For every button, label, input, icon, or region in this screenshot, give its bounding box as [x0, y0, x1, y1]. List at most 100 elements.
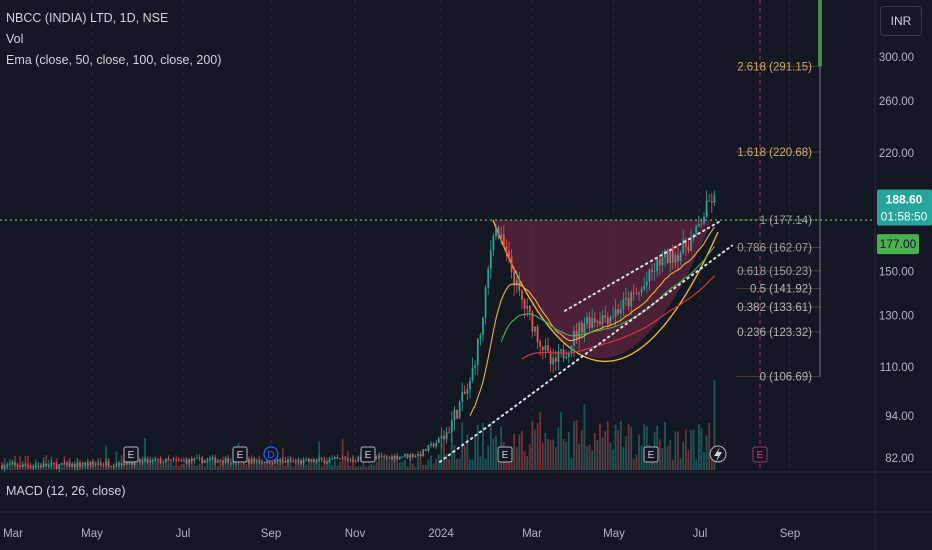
fib-label-0: 2.618 (291.15) — [737, 61, 812, 73]
candle-body — [697, 224, 700, 227]
earnings-icon — [123, 446, 139, 463]
event-marker-2[interactable]: D — [263, 446, 279, 462]
candle-body — [16, 464, 19, 467]
candle-body — [177, 459, 180, 461]
fib-label-5: 0.5 (141.92) — [750, 283, 812, 295]
volume-bar — [164, 462, 167, 470]
volume-bar — [206, 458, 209, 470]
volume-bar — [567, 432, 570, 470]
volume-bar — [591, 450, 594, 470]
earnings-icon — [643, 446, 659, 463]
volume-bar — [638, 434, 640, 470]
volume-bar — [466, 434, 469, 470]
candle-body — [55, 464, 58, 469]
candle-body — [84, 463, 87, 466]
candle-body — [29, 466, 32, 468]
x-tick-1: May — [81, 528, 103, 540]
volume-bar — [471, 459, 474, 470]
volume-bar — [632, 459, 635, 470]
candle-body — [214, 457, 217, 463]
candle-body — [34, 465, 37, 467]
candle-body — [357, 457, 360, 462]
event-marker-5[interactable]: E — [643, 446, 659, 463]
volume-bar — [60, 466, 63, 470]
candle-body — [229, 462, 232, 464]
candle-body — [105, 461, 107, 466]
candle-body — [118, 463, 120, 465]
candle-body — [518, 279, 521, 291]
volume-label[interactable]: Vol — [6, 32, 24, 46]
candle-body — [331, 458, 334, 460]
candle-body — [682, 239, 685, 253]
fib-levels: 2.618 (291.15) 1.618 (220.68) 1 (177.14) 0.… — [736, 0, 821, 384]
candle-body — [305, 458, 308, 460]
candle-body — [1, 465, 3, 469]
volume-bar — [437, 454, 440, 470]
candle-body — [209, 458, 211, 460]
candle-body — [430, 443, 432, 446]
volume-bar — [495, 435, 497, 470]
price-axis[interactable]: 300.00 260.00 220.00 150.00 130.00 110.00 94.0… — [879, 52, 914, 465]
candle-body — [710, 201, 713, 203]
volume-bar — [406, 466, 409, 470]
volume-bar — [508, 455, 510, 470]
volume-bar — [630, 427, 633, 470]
candle-body — [651, 269, 653, 273]
candle-body — [552, 357, 555, 365]
candle-body — [198, 457, 201, 459]
volume-bar — [115, 451, 118, 470]
volume-bar — [380, 455, 383, 470]
volume-bar — [463, 445, 466, 470]
volume-bar — [310, 459, 313, 470]
cup-curve — [492, 219, 719, 363]
fib-label-3: 0.786 (162.07) — [737, 242, 812, 254]
candle-body — [144, 458, 146, 461]
candle-body — [541, 346, 544, 351]
candle-body — [482, 317, 484, 335]
event-marker-3[interactable]: E — [360, 446, 376, 463]
candle-body — [497, 227, 500, 238]
x-tick-4: Nov — [345, 528, 366, 540]
volume-bar — [261, 459, 263, 470]
volume-bar — [367, 465, 370, 470]
candle-body — [102, 464, 105, 466]
volume-bar — [393, 456, 396, 470]
candle-body — [653, 271, 656, 273]
candle-body — [263, 461, 266, 463]
volume-bar — [45, 455, 48, 470]
volume-bar — [53, 464, 55, 470]
event-marker-1[interactable]: E — [232, 446, 248, 463]
macd-label[interactable]: MACD (12, 26, close) — [6, 484, 126, 498]
volume-bar — [227, 459, 230, 470]
candle-body — [573, 330, 575, 346]
event-marker-6[interactable]: E — [752, 446, 768, 463]
candle-body — [388, 456, 391, 458]
volume-bar — [658, 439, 661, 470]
volume-bar — [331, 464, 334, 470]
event-marker-0[interactable]: E — [123, 446, 139, 463]
volume-bar — [671, 459, 674, 470]
volume-bar — [385, 458, 388, 470]
currency-button[interactable]: INR — [880, 6, 922, 36]
volume-bar — [562, 438, 565, 470]
symbol-title[interactable]: NBCC (INDIA) LTD, 1D, NSE — [6, 11, 169, 25]
volume-bar — [541, 443, 544, 470]
volume-bar — [214, 461, 217, 470]
candle-body — [281, 459, 284, 461]
volume-bar — [578, 443, 581, 470]
candle-body — [146, 458, 149, 463]
candle-body — [261, 461, 263, 463]
volume-bar — [203, 466, 206, 470]
ema-label[interactable]: Ema (close, 50, close, 100, close, 200) — [6, 53, 222, 67]
candle-body — [349, 459, 352, 461]
event-marker-4[interactable]: E — [497, 446, 513, 463]
candle-body — [531, 312, 534, 332]
candle-body — [14, 463, 16, 465]
volume-bar — [193, 465, 196, 470]
time-axis[interactable]: Mar May Jul Sep Nov 2024 Mar May Jul Sep — [3, 528, 800, 540]
candle-body — [71, 463, 74, 467]
volume-bar — [557, 427, 560, 470]
y-tick-4: 130.00 — [879, 311, 914, 323]
volume-bar — [617, 430, 620, 470]
